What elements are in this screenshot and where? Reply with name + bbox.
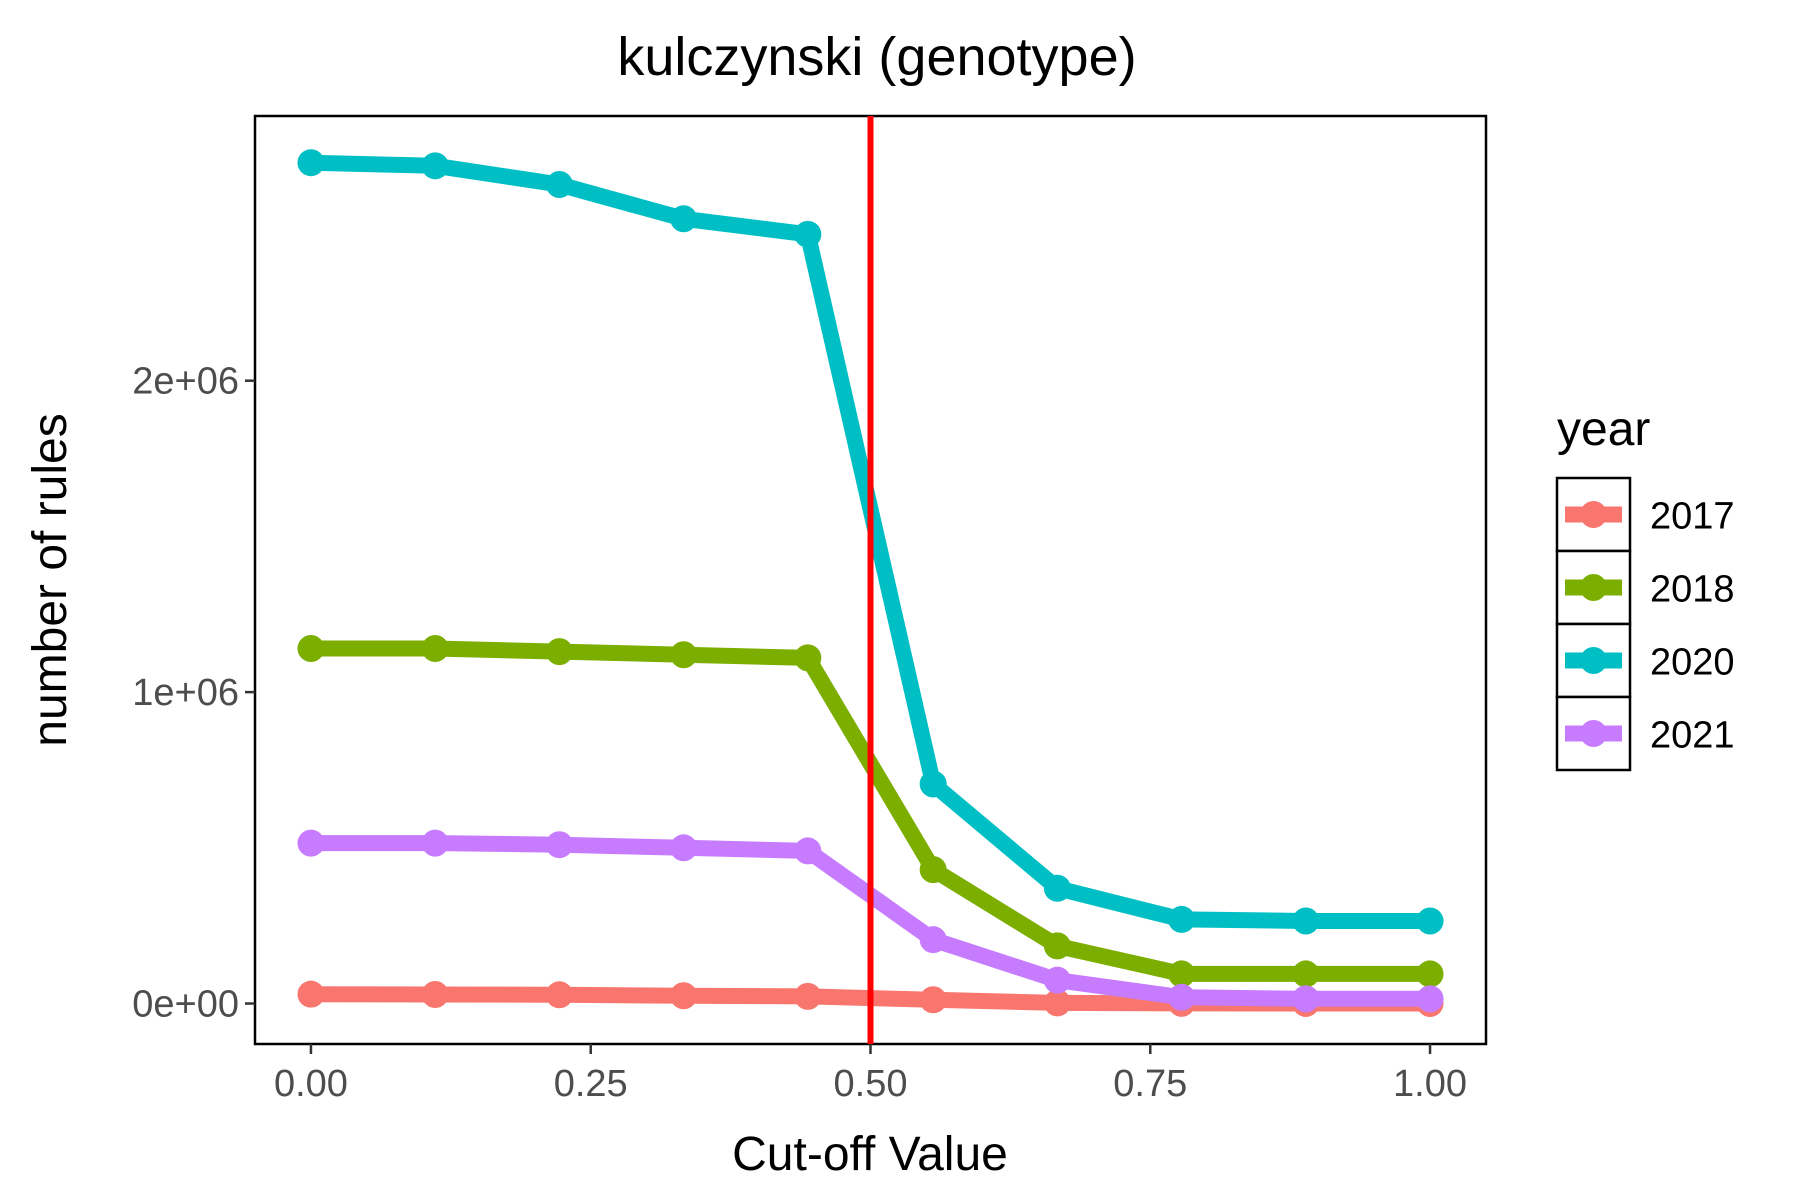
legend-key-point — [1580, 720, 1607, 747]
legend-key-2018 — [1555, 549, 1632, 626]
x-axis-title: Cut-off Value — [732, 1128, 1008, 1181]
data-point-2020 — [1416, 907, 1444, 935]
y-tick-label: 1e+06 — [132, 672, 239, 714]
data-point-2017 — [794, 982, 822, 1010]
data-point-2020 — [1043, 874, 1071, 902]
data-point-2020 — [1168, 905, 1196, 933]
data-point-2020 — [1292, 907, 1320, 935]
x-tick-label: 0.00 — [274, 1063, 348, 1105]
legend-label: 2018 — [1650, 569, 1735, 611]
data-point-2021 — [1168, 983, 1196, 1011]
data-point-2021 — [670, 834, 698, 862]
legend-label: 2021 — [1650, 715, 1735, 757]
data-point-2018 — [297, 635, 325, 663]
data-point-2017 — [297, 980, 325, 1008]
data-point-2020 — [794, 220, 822, 248]
legend-key-2020 — [1555, 622, 1632, 699]
y-axis: 0e+00 1e+06 2e+06 — [132, 361, 255, 1026]
data-point-2021 — [919, 926, 947, 954]
data-point-2018 — [1292, 960, 1320, 988]
x-tick-label: 1.00 — [1393, 1063, 1467, 1105]
chart-title: kulczynski (genotype) — [617, 27, 1136, 87]
data-point-2021 — [421, 829, 449, 857]
data-point-2017 — [1043, 989, 1071, 1017]
data-point-2021 — [1043, 966, 1071, 994]
data-point-2018 — [545, 638, 573, 666]
data-point-2018 — [421, 635, 449, 663]
data-point-2017 — [670, 982, 698, 1010]
data-point-2020 — [297, 149, 325, 177]
legend-key-point — [1580, 647, 1607, 674]
data-point-2021 — [1416, 985, 1444, 1013]
legend-title: year — [1557, 403, 1650, 456]
data-point-2020 — [545, 171, 573, 199]
y-tick-label: 0e+00 — [132, 984, 239, 1026]
data-point-2020 — [670, 205, 698, 233]
data-point-2017 — [545, 981, 573, 1009]
data-point-2020 — [421, 152, 449, 180]
y-axis-title: number of rules — [24, 413, 77, 747]
data-point-2018 — [1043, 932, 1071, 960]
data-point-2017 — [421, 980, 449, 1008]
data-point-2018 — [919, 856, 947, 884]
x-tick-label: 0.75 — [1113, 1063, 1187, 1105]
legend-label: 2017 — [1650, 496, 1735, 538]
legend-key-2017 — [1555, 476, 1632, 553]
data-point-2018 — [794, 644, 822, 672]
x-tick-label: 0.50 — [834, 1063, 908, 1105]
data-point-2017 — [919, 986, 947, 1014]
data-point-2021 — [297, 829, 325, 857]
x-tick-label: 0.25 — [554, 1063, 628, 1105]
legend-label: 2020 — [1650, 642, 1735, 684]
y-tick-label: 2e+06 — [132, 361, 239, 403]
legend: year 2017 2018 2020 2021 — [1555, 403, 1735, 772]
x-axis: 0.00 0.25 0.50 0.75 1.00 — [274, 1044, 1467, 1105]
data-point-2018 — [1416, 960, 1444, 988]
data-point-2021 — [1292, 985, 1320, 1013]
legend-key-point — [1580, 574, 1607, 601]
data-point-2021 — [545, 831, 573, 859]
data-point-2018 — [670, 641, 698, 669]
data-point-2018 — [1168, 960, 1196, 988]
data-point-2021 — [794, 837, 822, 865]
data-point-2020 — [919, 770, 947, 798]
legend-key-point — [1580, 501, 1607, 528]
legend-key-2021 — [1555, 695, 1632, 772]
